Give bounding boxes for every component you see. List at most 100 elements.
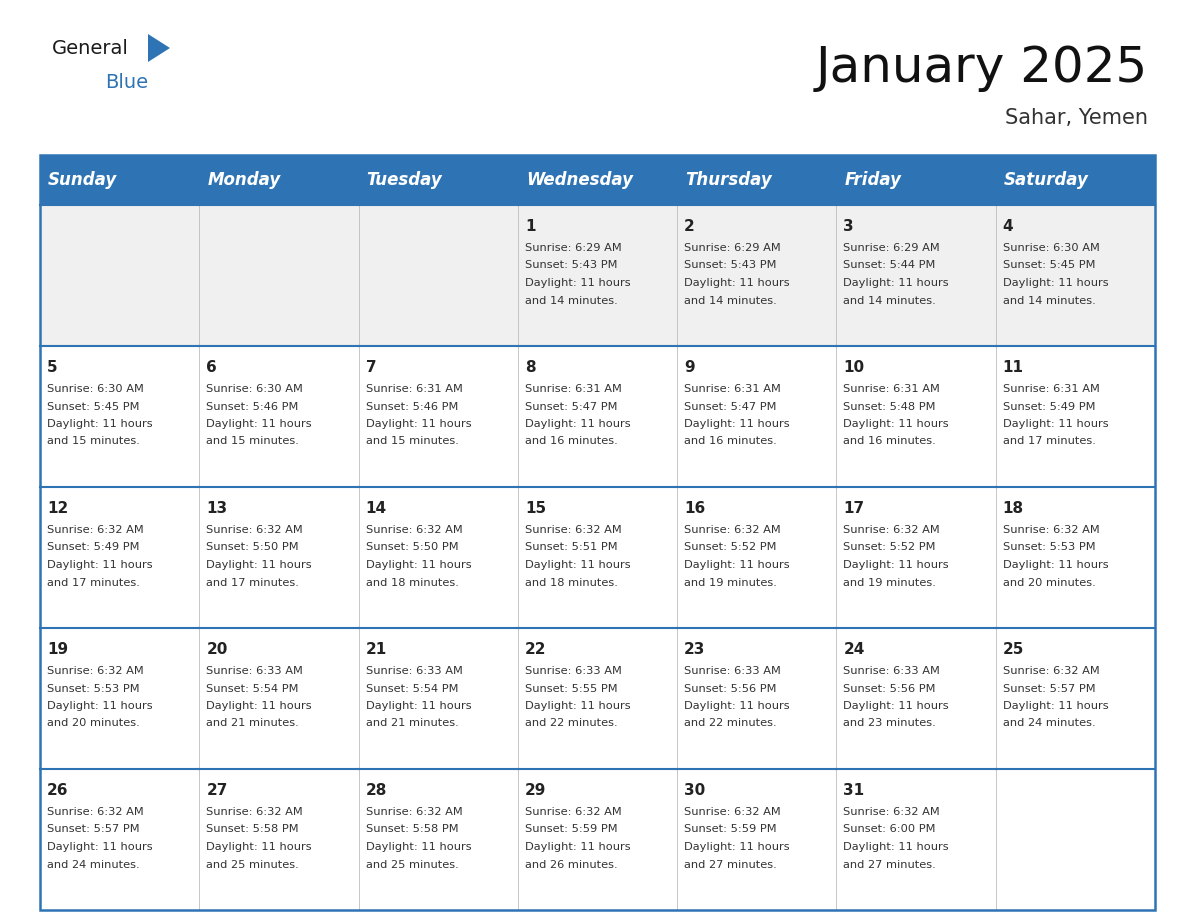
Text: 11: 11 [1003, 360, 1024, 375]
Bar [836, 769, 996, 910]
Text: and 21 minutes.: and 21 minutes. [366, 719, 459, 729]
Bar [200, 628, 359, 769]
Bar [836, 155, 996, 205]
Text: 13: 13 [207, 501, 227, 516]
Text: Sunrise: 6:33 AM: Sunrise: 6:33 AM [843, 666, 941, 676]
Text: Daylight: 11 hours: Daylight: 11 hours [366, 560, 472, 570]
Text: and 17 minutes.: and 17 minutes. [48, 577, 140, 588]
Text: 16: 16 [684, 501, 706, 516]
Text: Sunset: 5:47 PM: Sunset: 5:47 PM [525, 401, 618, 411]
Text: Daylight: 11 hours: Daylight: 11 hours [843, 560, 949, 570]
Text: and 25 minutes.: and 25 minutes. [207, 859, 299, 869]
Text: Daylight: 11 hours: Daylight: 11 hours [525, 278, 631, 288]
Text: Sunset: 5:54 PM: Sunset: 5:54 PM [366, 684, 459, 693]
Text: Daylight: 11 hours: Daylight: 11 hours [207, 842, 312, 852]
Text: Sunrise: 6:31 AM: Sunrise: 6:31 AM [843, 384, 941, 394]
Text: Sunset: 5:53 PM: Sunset: 5:53 PM [48, 684, 140, 693]
Text: and 23 minutes.: and 23 minutes. [843, 719, 936, 729]
Text: and 17 minutes.: and 17 minutes. [207, 577, 299, 588]
Text: Sunrise: 6:33 AM: Sunrise: 6:33 AM [684, 666, 781, 676]
Bar [677, 487, 836, 628]
Text: Sunset: 5:58 PM: Sunset: 5:58 PM [207, 824, 299, 834]
Text: 24: 24 [843, 642, 865, 657]
Text: Sunset: 5:46 PM: Sunset: 5:46 PM [366, 401, 457, 411]
Text: Sunset: 5:50 PM: Sunset: 5:50 PM [207, 543, 299, 553]
Bar [518, 205, 677, 346]
Text: 12: 12 [48, 501, 68, 516]
Text: and 26 minutes.: and 26 minutes. [525, 859, 618, 869]
Bar [359, 487, 518, 628]
Text: and 24 minutes.: and 24 minutes. [1003, 719, 1095, 729]
Bar [996, 346, 1155, 487]
Text: Daylight: 11 hours: Daylight: 11 hours [843, 701, 949, 711]
Text: and 21 minutes.: and 21 minutes. [207, 719, 299, 729]
Text: Sunset: 5:59 PM: Sunset: 5:59 PM [684, 824, 777, 834]
Text: Sunrise: 6:32 AM: Sunrise: 6:32 AM [525, 807, 621, 817]
Text: and 15 minutes.: and 15 minutes. [48, 436, 140, 446]
Bar [836, 205, 996, 346]
Text: 2: 2 [684, 219, 695, 234]
Text: and 22 minutes.: and 22 minutes. [684, 719, 777, 729]
Text: 1: 1 [525, 219, 536, 234]
Bar [677, 155, 836, 205]
Text: Sunday: Sunday [48, 171, 118, 189]
Text: Sunrise: 6:32 AM: Sunrise: 6:32 AM [48, 525, 144, 535]
Text: and 22 minutes.: and 22 minutes. [525, 719, 618, 729]
Bar [40, 205, 200, 346]
Text: Sunset: 5:56 PM: Sunset: 5:56 PM [684, 684, 777, 693]
Text: 19: 19 [48, 642, 68, 657]
Text: 6: 6 [207, 360, 217, 375]
Text: 9: 9 [684, 360, 695, 375]
Text: and 15 minutes.: and 15 minutes. [366, 436, 459, 446]
Bar [677, 205, 836, 346]
Text: Sunrise: 6:29 AM: Sunrise: 6:29 AM [525, 243, 621, 253]
Text: Sunset: 5:53 PM: Sunset: 5:53 PM [1003, 543, 1095, 553]
Bar [40, 487, 200, 628]
Bar [996, 769, 1155, 910]
Bar [518, 155, 677, 205]
Text: Saturday: Saturday [1004, 171, 1088, 189]
Text: 31: 31 [843, 783, 865, 798]
Text: Sunset: 5:51 PM: Sunset: 5:51 PM [525, 543, 618, 553]
Bar [359, 346, 518, 487]
Text: Sunrise: 6:29 AM: Sunrise: 6:29 AM [843, 243, 940, 253]
Text: Daylight: 11 hours: Daylight: 11 hours [525, 419, 631, 429]
Bar [40, 155, 1155, 910]
Text: Sunrise: 6:32 AM: Sunrise: 6:32 AM [207, 525, 303, 535]
Text: Sunset: 5:59 PM: Sunset: 5:59 PM [525, 824, 618, 834]
Text: Sunrise: 6:32 AM: Sunrise: 6:32 AM [843, 525, 940, 535]
Text: Sunrise: 6:31 AM: Sunrise: 6:31 AM [684, 384, 781, 394]
Text: Sunset: 5:47 PM: Sunset: 5:47 PM [684, 401, 777, 411]
Bar [996, 487, 1155, 628]
Bar [200, 155, 359, 205]
Text: 17: 17 [843, 501, 865, 516]
Text: 20: 20 [207, 642, 228, 657]
Bar [359, 205, 518, 346]
Text: Daylight: 11 hours: Daylight: 11 hours [48, 842, 152, 852]
Text: and 14 minutes.: and 14 minutes. [1003, 296, 1095, 306]
Bar [200, 769, 359, 910]
Bar [518, 769, 677, 910]
Text: and 27 minutes.: and 27 minutes. [843, 859, 936, 869]
Text: Daylight: 11 hours: Daylight: 11 hours [684, 842, 790, 852]
Text: Sunset: 5:57 PM: Sunset: 5:57 PM [1003, 684, 1095, 693]
Bar [677, 769, 836, 910]
Text: Blue: Blue [105, 73, 148, 92]
Text: Sunset: 5:49 PM: Sunset: 5:49 PM [1003, 401, 1095, 411]
Text: Sunset: 5:43 PM: Sunset: 5:43 PM [525, 261, 618, 271]
Text: Daylight: 11 hours: Daylight: 11 hours [684, 278, 790, 288]
Text: 15: 15 [525, 501, 546, 516]
Text: Sahar, Yemen: Sahar, Yemen [1005, 108, 1148, 128]
Text: 8: 8 [525, 360, 536, 375]
Text: and 24 minutes.: and 24 minutes. [48, 859, 140, 869]
Bar [518, 628, 677, 769]
Text: Sunset: 5:46 PM: Sunset: 5:46 PM [207, 401, 298, 411]
Bar [40, 628, 200, 769]
Text: Sunset: 5:54 PM: Sunset: 5:54 PM [207, 684, 299, 693]
Bar [40, 346, 200, 487]
Text: and 16 minutes.: and 16 minutes. [843, 436, 936, 446]
Text: 22: 22 [525, 642, 546, 657]
Bar [836, 346, 996, 487]
Text: Daylight: 11 hours: Daylight: 11 hours [48, 701, 152, 711]
Text: Tuesday: Tuesday [367, 171, 442, 189]
